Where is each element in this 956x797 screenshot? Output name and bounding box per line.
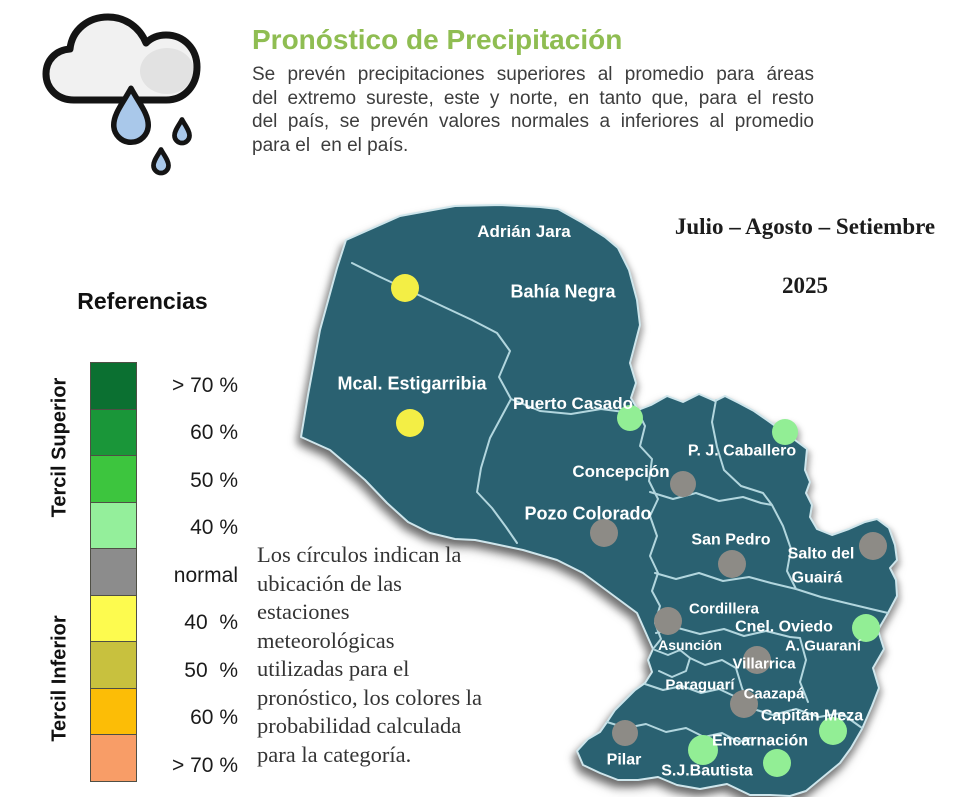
map-label: Mcal. Estigarribia xyxy=(337,373,487,393)
period-months: Julio – Agosto – Setiembre xyxy=(674,214,936,239)
legend-value-labels: > 70 % 60 % 50 % 40 % normal 40 % 50 % 60 % > 70… xyxy=(138,362,238,790)
country-shape xyxy=(300,204,898,797)
legend-value-label: 60 % xyxy=(190,706,238,730)
map-label: San Pedro xyxy=(691,532,770,549)
legend-swatch xyxy=(90,734,137,782)
map-label: Puerto Casado xyxy=(513,394,633,413)
station-marker-normal xyxy=(730,690,758,718)
station-marker-superior-40 xyxy=(772,419,798,445)
page-title: Pronóstico de Precipitación xyxy=(252,24,623,55)
station-marker-superior-40 xyxy=(852,614,880,642)
forecast-description: Se prevén precipitaciones superiores al … xyxy=(252,63,814,157)
map-label: A. Guaraní xyxy=(785,637,862,654)
legend-value-label: 50 % xyxy=(190,468,238,492)
station-marker-normal xyxy=(612,720,638,746)
map-label: S.J.Bautista xyxy=(661,763,753,780)
rain-drop-small xyxy=(151,147,171,176)
map-label: Paraguarí xyxy=(665,676,735,693)
legend-swatch xyxy=(90,408,137,456)
note-line: utilizadas para el xyxy=(257,656,410,681)
forecast-period: Julio – Agosto – Setiembre 2025 xyxy=(655,214,955,299)
note-line: meteorológicas xyxy=(257,627,395,653)
station-marker-superior-40 xyxy=(617,405,643,431)
note-line: para la categoría. xyxy=(257,741,412,767)
station-marker-normal xyxy=(670,471,696,497)
cloud-shading xyxy=(140,48,194,94)
note-line: ubicación de las xyxy=(257,570,402,596)
map-label: Cordillera xyxy=(689,600,760,617)
map-label: Concepción xyxy=(572,462,669,481)
map-label: Asunción xyxy=(658,637,722,653)
station-marker-normal xyxy=(859,532,887,560)
map-label: P. J. Caballero xyxy=(688,443,796,460)
legend-value-label: 40 % xyxy=(184,611,238,635)
station-marker-inferior-40 xyxy=(391,274,419,302)
legend-value-label: 50 % xyxy=(184,658,238,682)
legend-swatch xyxy=(90,687,137,735)
station-marker-superior-40 xyxy=(763,749,791,777)
map-label: Adrián Jara xyxy=(477,222,571,241)
station-marker-normal xyxy=(590,519,618,547)
description-line: del país, se prevén valores normales a i… xyxy=(252,111,814,132)
map-label: Guairá xyxy=(792,570,843,587)
note-line: estaciones xyxy=(257,599,350,624)
legend-title: Referencias xyxy=(77,288,208,314)
rain-drop-small xyxy=(172,117,192,146)
map-label: Encarnación xyxy=(712,733,808,750)
note-line: probabilidad calculada xyxy=(257,713,462,738)
legend-swatch xyxy=(90,548,137,596)
legend-swatch xyxy=(90,362,137,410)
station-markers xyxy=(391,274,887,777)
map-label: Capitán Meza xyxy=(761,708,863,725)
station-marker-inferior-40 xyxy=(396,409,424,437)
stations-note: Los círculos indican la ubicación de las e… xyxy=(257,541,482,769)
note-line: pronóstico, los colores la xyxy=(257,684,482,710)
rain-drop-large xyxy=(110,85,152,146)
map-label: Bahía Negra xyxy=(510,281,616,301)
map-label: Pozo Colorado xyxy=(525,503,652,523)
map-label: Caazapá xyxy=(744,685,806,702)
map-label: Pilar xyxy=(607,752,642,769)
period-year: 2025 xyxy=(782,273,828,298)
map-label: Cnel. Oviedo xyxy=(735,619,833,636)
note-line: Los círculos indican la xyxy=(257,542,462,567)
legend-value-label: normal xyxy=(173,563,238,587)
map-labels: Adrián Jara Bahía Negra Mcal. Estigarribia… xyxy=(337,222,863,780)
station-marker-normal xyxy=(654,607,682,635)
cloud-outline xyxy=(42,13,201,104)
legend-swatch xyxy=(90,455,137,503)
legend-swatch xyxy=(90,501,137,549)
legend-value-label: > 70 % xyxy=(172,753,238,777)
department-borders xyxy=(351,262,889,743)
legend-color-bar xyxy=(90,362,137,782)
rain-cloud-icon xyxy=(42,13,201,176)
station-marker-superior-40 xyxy=(819,717,847,745)
legend-value-label: > 70 % xyxy=(172,373,238,397)
description-line: del extremo sureste, este y norte, en ta… xyxy=(252,87,814,109)
legend-value-label: 60 % xyxy=(190,421,238,445)
station-marker-normal xyxy=(718,550,746,578)
description-line: Se prevén precipitaciones superiores al … xyxy=(252,64,814,85)
station-marker-superior-40 xyxy=(688,735,718,765)
map-label: Villarrica xyxy=(732,655,796,672)
legend-value-label: 40 % xyxy=(190,516,238,540)
map-label: Salto del xyxy=(788,546,855,563)
station-marker-normal xyxy=(743,646,771,674)
description-line: para el en el país. xyxy=(252,134,409,156)
